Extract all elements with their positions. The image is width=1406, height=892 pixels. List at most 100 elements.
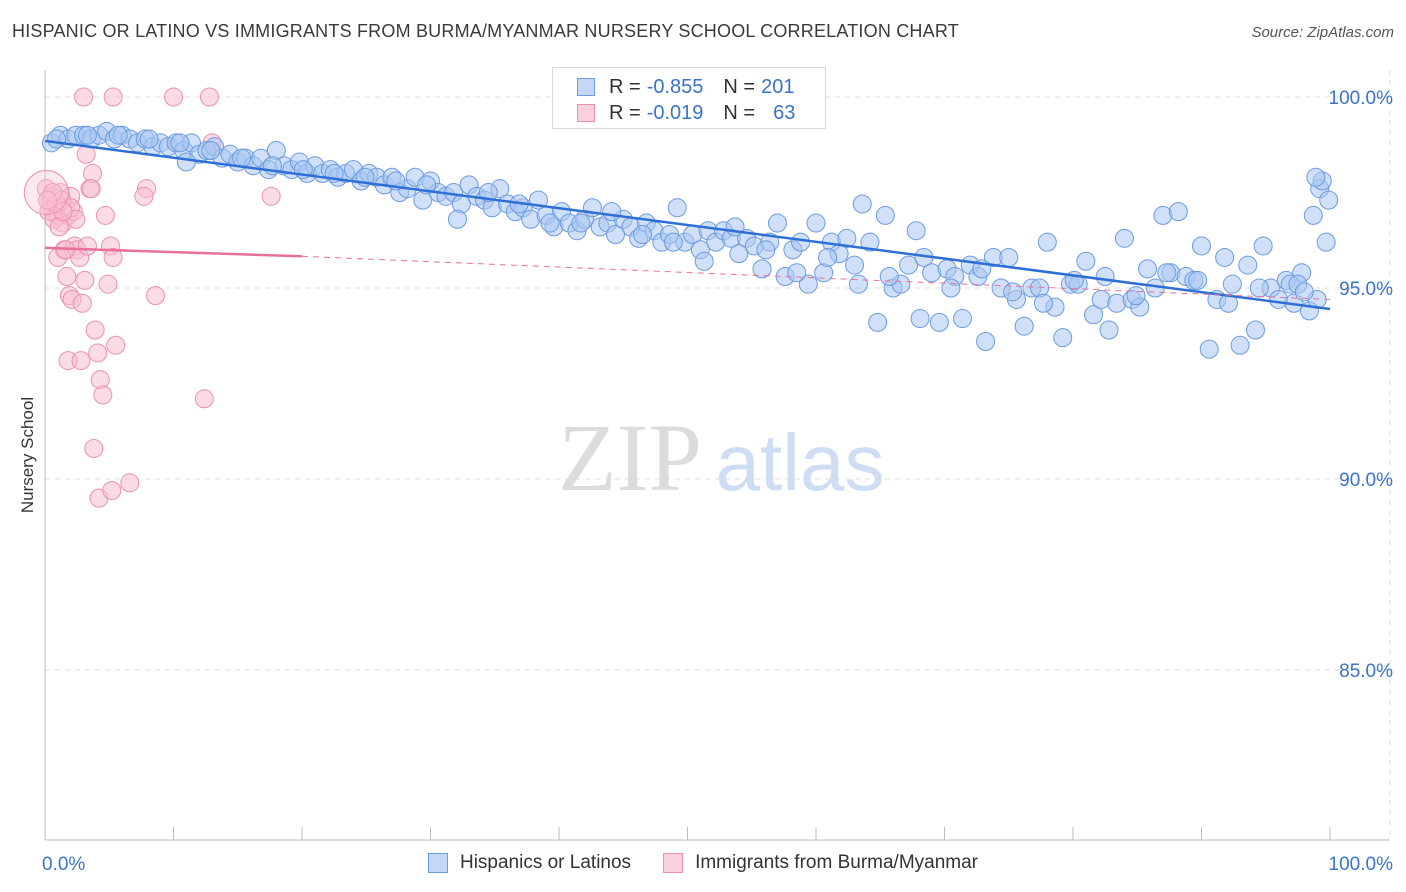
data-point-hispanics xyxy=(176,152,196,172)
data-point-hispanics xyxy=(999,247,1019,267)
trend-line-hispanics xyxy=(44,139,1331,311)
legend-item-hispanics[interactable]: Hispanics or Latinos xyxy=(427,852,632,874)
watermark-atlas: atlas xyxy=(716,418,885,507)
data-point-hispanics xyxy=(787,263,807,283)
data-point-hispanics xyxy=(1316,232,1336,252)
trend-lines xyxy=(44,139,1331,311)
data-point-burma xyxy=(88,343,108,363)
chart-title: HISPANIC OR LATINO VS IMMIGRANTS FROM BU… xyxy=(12,21,959,41)
data-point-burma xyxy=(95,205,115,225)
x-tick-label: 100.0% xyxy=(1329,854,1394,875)
legend-item-burma[interactable]: Immigrants from Burma/Myanmar xyxy=(663,852,978,874)
data-point-hispanics xyxy=(756,240,776,260)
data-point-burma xyxy=(103,247,123,267)
data-point-hispanics xyxy=(1084,305,1104,325)
trend-line-burma xyxy=(44,246,303,258)
r-value: -0.019 xyxy=(646,101,704,124)
data-point-hispanics xyxy=(1076,251,1096,271)
data-point-burma xyxy=(102,480,122,500)
legend-swatch-blue xyxy=(577,78,595,96)
data-point-hispanics xyxy=(1188,270,1208,290)
data-point-hispanics xyxy=(478,183,498,202)
data-point-hispanics xyxy=(879,267,899,287)
data-point-hispanics xyxy=(1157,263,1177,283)
source-label: Source: ZipAtlas.com xyxy=(1251,24,1394,41)
data-point-hispanics xyxy=(540,213,560,233)
data-point-burma xyxy=(120,473,140,493)
data-point-hispanics xyxy=(694,251,714,271)
data-point-hispanics xyxy=(1099,320,1119,340)
data-point-hispanics xyxy=(1222,274,1242,294)
data-point-hispanics xyxy=(633,225,653,245)
data-point-hispanics xyxy=(1037,232,1057,252)
data-point-burma xyxy=(194,389,214,409)
r-value: -0.855 xyxy=(646,75,704,98)
data-point-hispanics xyxy=(139,129,159,149)
series-hispanics-points xyxy=(41,121,1339,359)
data-point-hispanics xyxy=(1303,205,1323,225)
data-point-hispanics xyxy=(752,259,772,279)
data-point-hispanics xyxy=(447,209,467,229)
data-point-burma xyxy=(74,87,94,107)
y-tick-labels: 100.0% 95.0% 90.0% 85.0% xyxy=(1329,88,1394,682)
legend-label: Hispanics or Latinos xyxy=(459,852,632,873)
data-point-hispanics xyxy=(868,312,888,332)
series-immigrants-burma-points xyxy=(23,87,281,508)
data-point-hispanics xyxy=(108,125,128,145)
data-point-hispanics xyxy=(1126,286,1146,306)
data-point-burma xyxy=(199,87,219,107)
data-point-burma xyxy=(71,351,91,371)
data-point-burma xyxy=(164,87,183,107)
legend-label: Immigrants from Burma/Myanmar xyxy=(695,852,979,873)
data-point-hispanics xyxy=(1033,293,1053,313)
data-point-burma-cluster xyxy=(23,170,69,215)
data-point-hispanics xyxy=(1095,267,1115,287)
data-point-hispanics xyxy=(201,140,221,160)
correlation-legend: R = -0.855 N = 201 R = -0.019 N = 63 xyxy=(552,67,826,129)
data-point-hispanics xyxy=(791,232,811,252)
data-point-hispanics xyxy=(1053,328,1073,348)
data-point-hispanics xyxy=(852,194,872,214)
data-point-burma xyxy=(98,274,118,294)
data-point-hispanics xyxy=(976,331,996,351)
data-point-hispanics xyxy=(941,278,961,298)
data-point-hispanics xyxy=(1306,167,1326,187)
data-point-hispanics xyxy=(906,221,926,241)
n-value: 63 xyxy=(773,101,796,124)
n-label: N = xyxy=(723,101,756,124)
data-point-hispanics xyxy=(571,213,591,233)
data-point-hispanics xyxy=(232,148,252,168)
r-label: R = xyxy=(609,75,641,98)
data-point-burma xyxy=(93,385,113,405)
data-point-hispanics xyxy=(848,274,868,294)
data-point-hispanics xyxy=(1192,236,1211,256)
legend-swatch-blue xyxy=(427,853,448,873)
data-point-hispanics xyxy=(910,309,930,329)
data-point-burma xyxy=(75,270,95,290)
data-point-hispanics xyxy=(818,247,838,267)
data-point-hispanics xyxy=(767,213,787,233)
data-point-hispanics xyxy=(837,228,857,248)
data-point-hispanics xyxy=(663,232,683,252)
data-point-hispanics xyxy=(1003,282,1023,302)
data-point-burma xyxy=(72,293,92,313)
x-tick-label: 0.0% xyxy=(42,854,85,875)
data-point-hispanics xyxy=(860,232,880,252)
data-point-hispanics xyxy=(1249,278,1269,298)
data-point-hispanics xyxy=(1319,190,1339,210)
watermark: ZIP atlas xyxy=(558,404,884,511)
data-point-hispanics xyxy=(1199,339,1219,359)
data-point-burma xyxy=(85,320,105,340)
data-point-hispanics xyxy=(798,274,818,294)
data-point-hispanics xyxy=(845,255,865,275)
data-point-burma xyxy=(53,202,73,222)
y-tick-label: 95.0% xyxy=(1339,279,1393,300)
data-point-hispanics xyxy=(1238,255,1258,275)
data-point-hispanics xyxy=(929,312,949,332)
data-point-hispanics xyxy=(1218,293,1238,313)
data-point-hispanics xyxy=(875,205,895,225)
data-point-burma xyxy=(134,186,154,206)
series-legend: Hispanics or Latinos Immigrants from Bur… xyxy=(0,852,1406,874)
data-point-hispanics xyxy=(1245,320,1265,340)
data-point-hispanics xyxy=(952,309,972,329)
